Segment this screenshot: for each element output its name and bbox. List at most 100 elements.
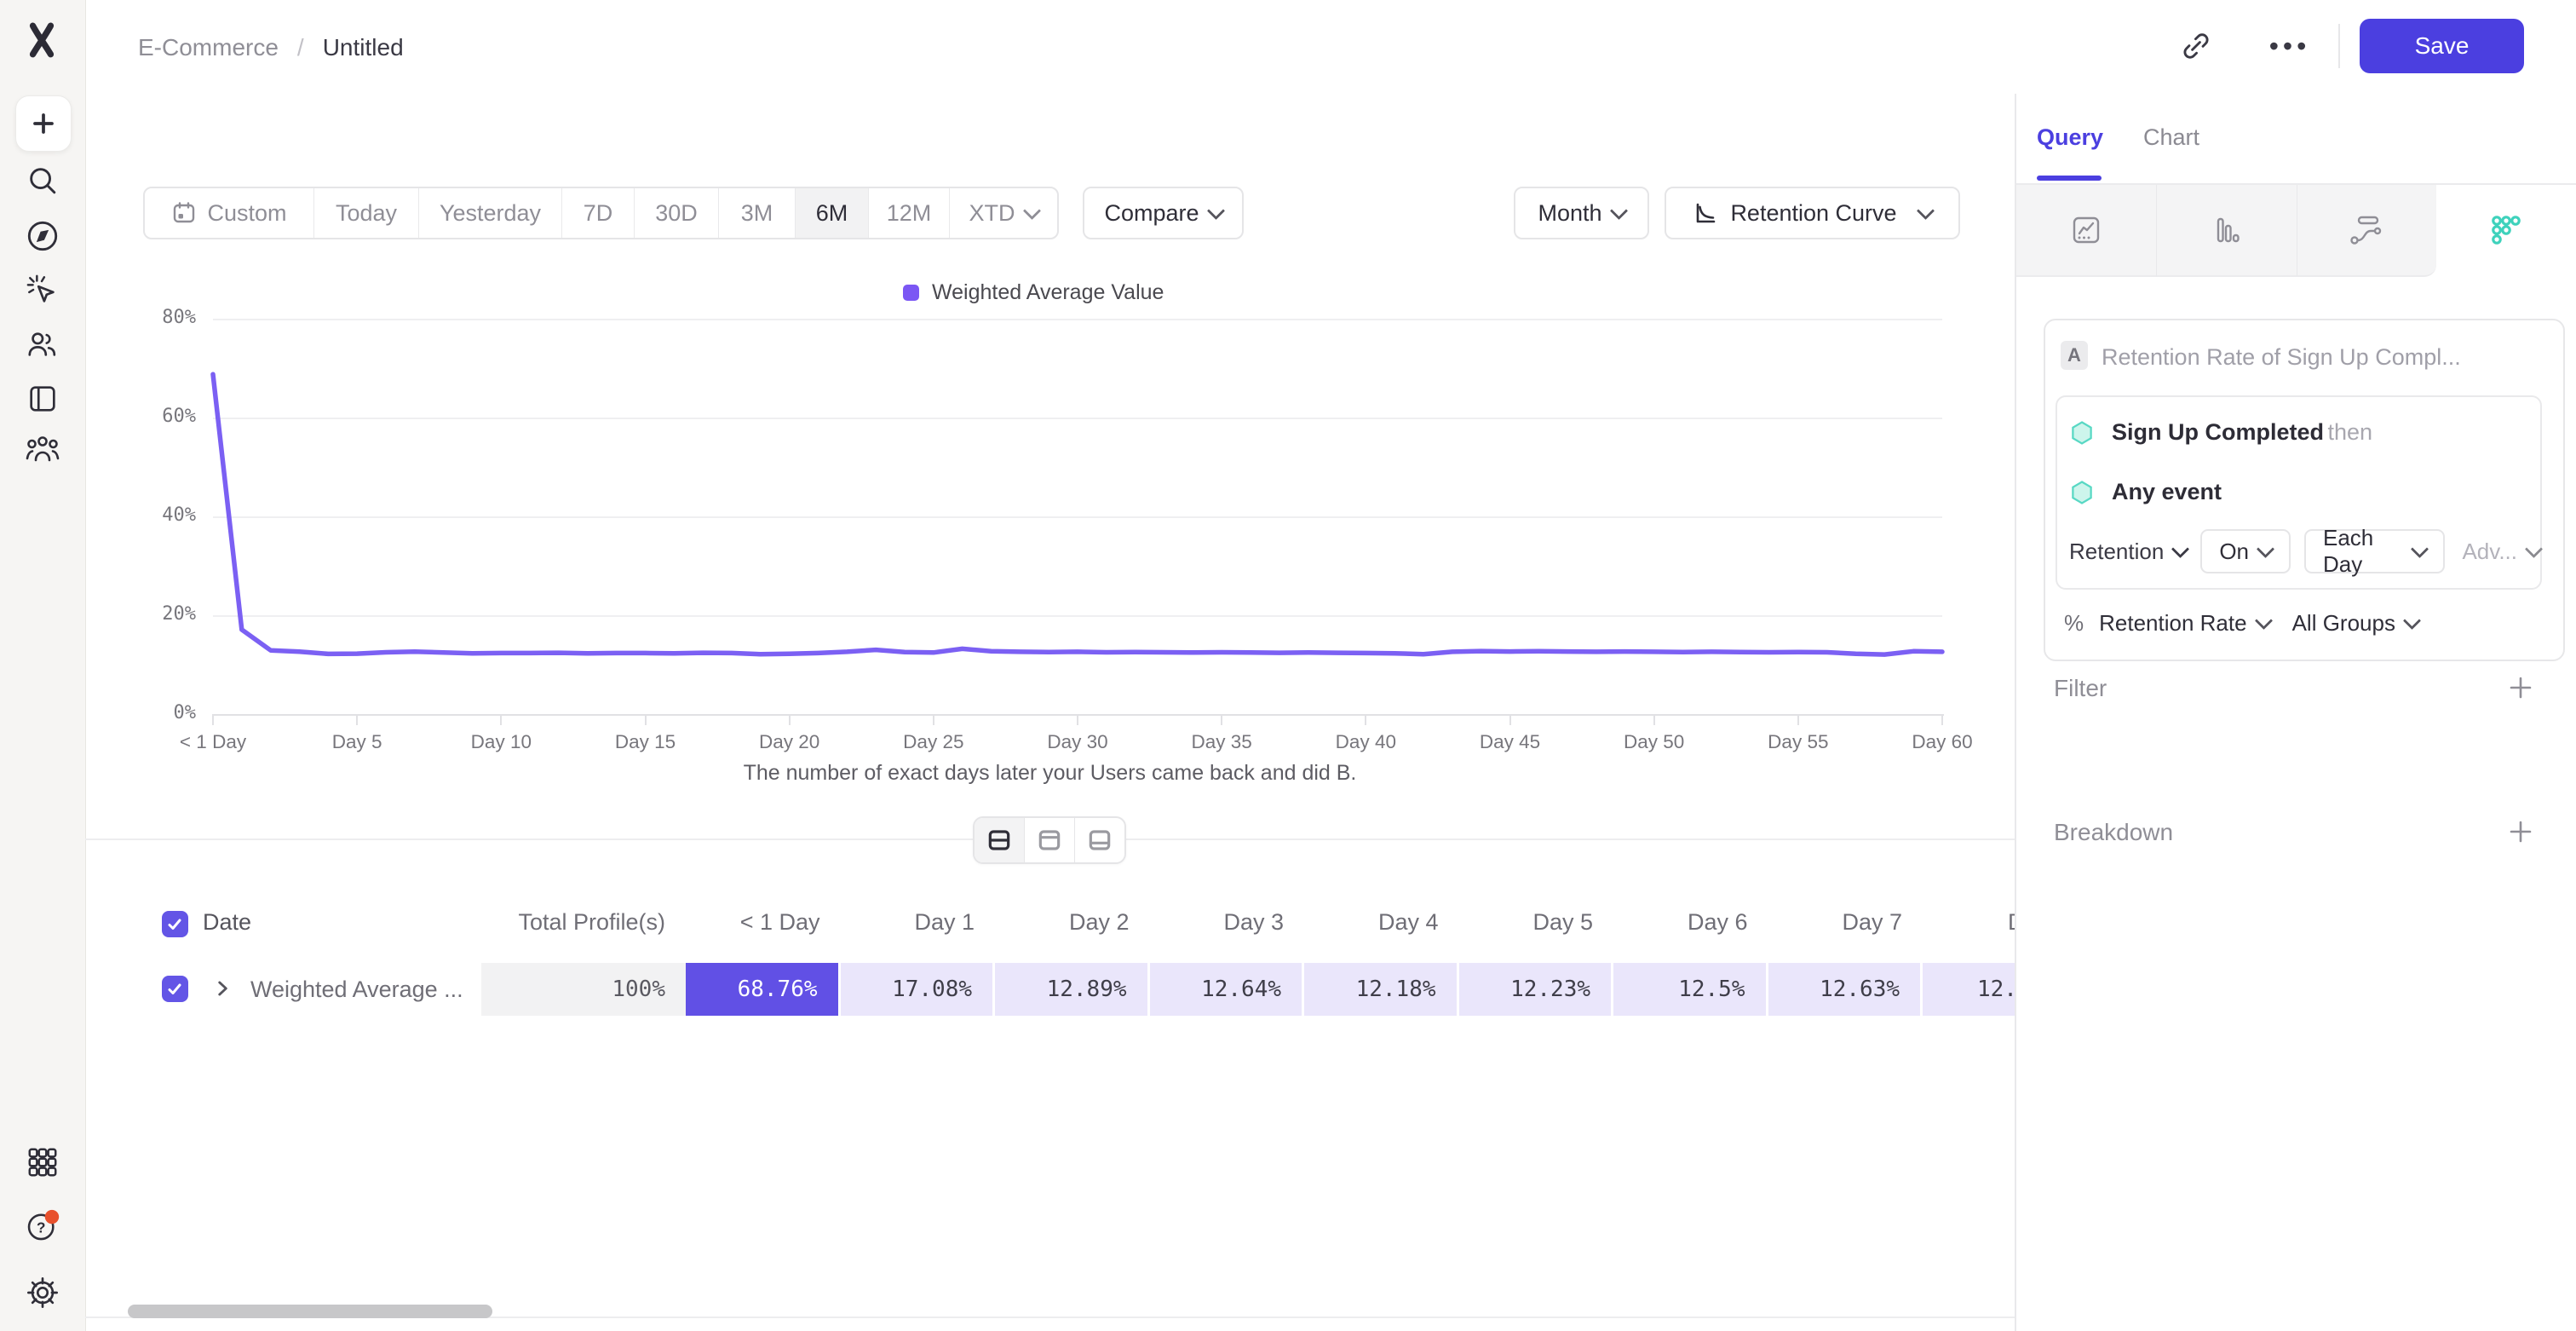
sidebar-item-help[interactable]: ? <box>25 1208 60 1244</box>
table-header-cell[interactable]: Day 1 <box>914 908 975 935</box>
granularity-dropdown[interactable]: Month <box>1514 187 1649 239</box>
table-value-cell[interactable]: 12.64% <box>1149 963 1304 1016</box>
bucket-dropdown[interactable]: Each Day <box>2304 525 2446 577</box>
table-value-cell[interactable]: 12.89% <box>995 963 1150 1016</box>
tab-query[interactable]: Query <box>2037 124 2104 150</box>
x-axis-tick-mark <box>1221 714 1223 725</box>
mixpanel-logo-icon <box>29 22 55 58</box>
chart-type-dropdown[interactable]: Retention Curve <box>1665 187 1960 239</box>
mixpanel-logo[interactable] <box>20 20 63 60</box>
query-title[interactable]: Retention Rate of Sign Up Compl... <box>2102 344 2461 370</box>
range-3m[interactable]: 3M <box>719 188 796 238</box>
column-header-date[interactable]: Date <box>203 909 252 935</box>
compare-button[interactable]: Compare <box>1083 187 1244 239</box>
x-axis-tick-mark <box>1653 714 1655 725</box>
range-12m[interactable]: 12M <box>869 188 950 238</box>
range-yesterday[interactable]: Yesterday <box>419 188 562 238</box>
plus-icon <box>2510 821 2532 843</box>
ellipsis-icon: ••• <box>2268 30 2311 61</box>
sidebar-item-boards[interactable] <box>25 381 60 417</box>
table-header-cell[interactable]: Day 5 <box>1532 908 1593 935</box>
add-filter-button[interactable] <box>2506 673 2535 702</box>
filter-section-label: Filter <box>2054 675 2107 701</box>
table-value-cell[interactable]: 12.63% <box>1768 963 1923 1016</box>
sidebar-item-discover[interactable] <box>25 218 60 254</box>
table-header-cell[interactable]: Day 3 <box>1223 908 1284 935</box>
report-type-flows[interactable] <box>2297 185 2437 277</box>
sidebar-item-events[interactable] <box>25 273 60 308</box>
breadcrumb-project[interactable]: E-Commerce <box>138 34 279 60</box>
breadcrumb-separator: / <box>296 34 304 60</box>
table-header-cell[interactable]: D <box>1923 909 2015 936</box>
then-label: then <box>2327 419 2373 445</box>
create-new-button[interactable] <box>15 95 72 152</box>
x-axis-tick-label: Day 40 <box>1335 731 1396 752</box>
sidebar-item-cohorts[interactable] <box>25 433 60 469</box>
range-xtd[interactable]: XTD <box>950 188 1057 238</box>
range-7d[interactable]: 7D <box>562 188 635 238</box>
layout-split-view-button[interactable] <box>975 818 1025 862</box>
bottom-panel-icon <box>1089 830 1111 850</box>
add-breakdown-button[interactable] <box>2506 817 2535 846</box>
range-today[interactable]: Today <box>314 188 419 238</box>
cursor-click-icon <box>26 274 55 302</box>
active-tab-underline <box>2037 176 2102 181</box>
table-value-cell[interactable]: 17.08% <box>840 963 995 1016</box>
report-type-retention-selected[interactable] <box>2436 185 2576 277</box>
chevron-down-icon <box>1916 201 1935 220</box>
row-checkbox[interactable] <box>162 976 188 1002</box>
sidebar-item-apps[interactable] <box>25 1144 60 1180</box>
row-expand-chevron[interactable] <box>211 977 233 1000</box>
sidebar-item-search[interactable] <box>25 163 60 199</box>
table-header-cell[interactable]: Day 7 <box>1842 908 1902 935</box>
table-header-cell[interactable]: Day 4 <box>1377 908 1439 935</box>
table-header-cell[interactable]: Day 2 <box>1068 908 1130 935</box>
column-header-total-profiles[interactable]: Total Profile(s) <box>518 909 665 935</box>
event-step-b[interactable]: Any event <box>2069 479 2222 505</box>
advanced-dropdown[interactable]: Adv... <box>2462 539 2544 565</box>
row-label[interactable]: Weighted Average ... <box>250 977 463 1002</box>
table-value-cell[interactable]: 12.23% <box>1458 963 1613 1016</box>
retention-line-chart[interactable] <box>210 319 1945 714</box>
chevron-down-icon <box>1206 201 1225 220</box>
table-value-cell[interactable]: 12.5% <box>1613 963 1768 1016</box>
table-value-cell[interactable]: 12. <box>1923 963 2015 1016</box>
table-header-cell[interactable]: Day 6 <box>1687 908 1748 935</box>
more-options-button[interactable]: ••• <box>2269 27 2310 65</box>
users-icon <box>28 332 56 356</box>
range-30d[interactable]: 30D <box>635 188 719 238</box>
table-value-cell[interactable]: 68.76% <box>686 963 841 1016</box>
retention-type-dropdown[interactable]: Retention <box>2069 539 2190 565</box>
measure-dropdown[interactable]: Retention Rate <box>2099 610 2273 637</box>
range-6m-selected[interactable]: 6M <box>796 188 869 238</box>
table-value-cell[interactable]: 12.18% <box>1304 963 1459 1016</box>
report-type-funnels[interactable] <box>2156 185 2297 277</box>
x-axis-tick-mark <box>932 714 934 725</box>
horizontal-scrollbar-thumb[interactable] <box>128 1305 492 1318</box>
on-dropdown[interactable]: On <box>2200 529 2291 573</box>
legend-item[interactable]: Weighted Average Value <box>903 280 1164 304</box>
check-icon <box>168 919 181 930</box>
tab-chart[interactable]: Chart <box>2143 124 2200 150</box>
table-header-cell[interactable]: < 1 Day <box>739 908 820 935</box>
report-type-insights[interactable] <box>2016 185 2157 277</box>
breadcrumb-page-title[interactable]: Untitled <box>322 34 404 60</box>
row-total-cell[interactable]: 100% <box>481 963 686 1016</box>
percent-prefix: % <box>2064 610 2084 636</box>
x-axis-tick-mark <box>500 714 503 725</box>
sidebar-item-users[interactable] <box>25 327 60 363</box>
save-button[interactable]: Save <box>2360 19 2524 73</box>
sidebar-item-settings[interactable] <box>25 1275 60 1311</box>
y-axis-tick-label: 40% <box>162 504 196 526</box>
groups-dropdown[interactable]: All Groups <box>2292 610 2422 637</box>
event-step-a[interactable]: Sign Up Completed then <box>2069 419 2372 446</box>
layout-table-only-button[interactable] <box>1075 818 1124 862</box>
y-axis-tick-label: 20% <box>162 603 196 625</box>
chevron-down-icon <box>2402 611 2422 631</box>
layout-chart-only-button[interactable] <box>1025 818 1075 862</box>
range-custom[interactable]: Custom <box>145 188 314 238</box>
copy-link-button[interactable] <box>2177 27 2215 65</box>
panel-divider <box>2015 94 2016 1331</box>
select-all-checkbox[interactable] <box>162 911 188 937</box>
event-b-name: Any event <box>2112 479 2222 504</box>
